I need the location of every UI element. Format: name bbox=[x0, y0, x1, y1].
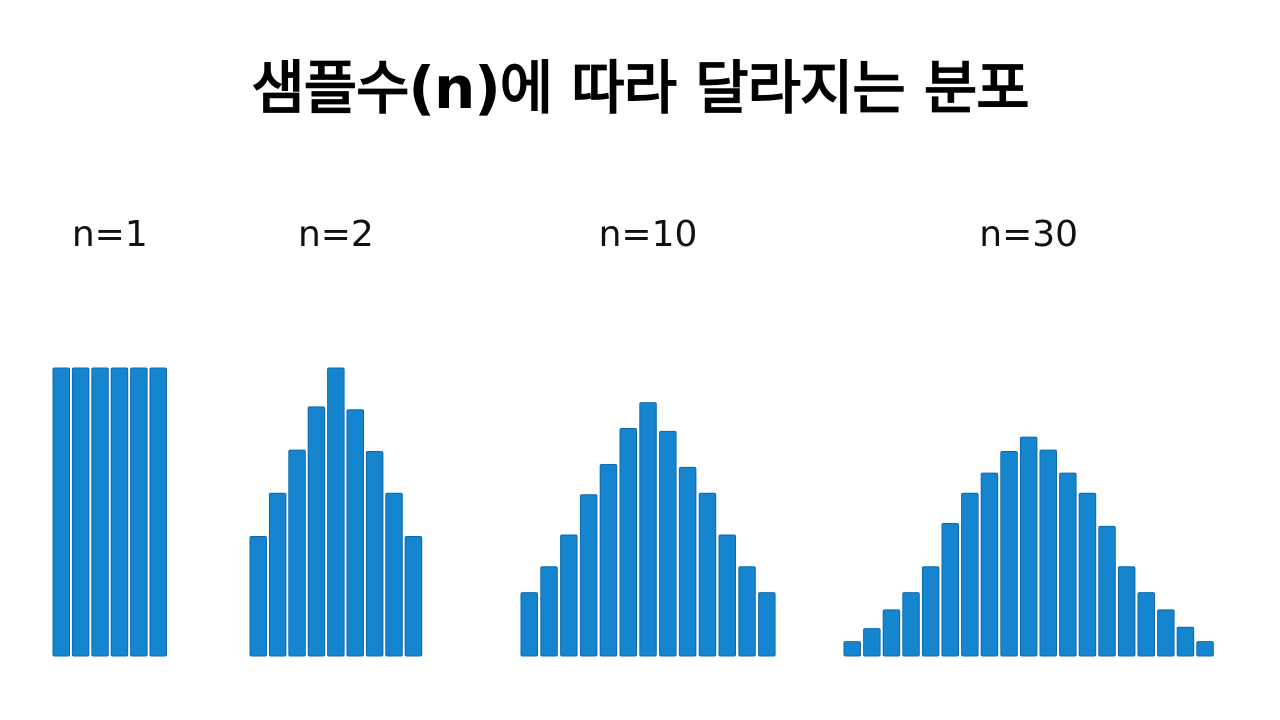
bar bbox=[110, 367, 129, 657]
bar bbox=[365, 451, 384, 657]
bar bbox=[404, 536, 423, 657]
bar bbox=[718, 534, 736, 657]
bar bbox=[1196, 641, 1214, 657]
bar bbox=[941, 523, 959, 657]
bar bbox=[619, 428, 637, 657]
bar bbox=[1098, 525, 1116, 657]
bar bbox=[698, 492, 717, 657]
chart-panel-4: n=30 bbox=[843, 214, 1214, 657]
bar bbox=[385, 492, 403, 657]
bar bbox=[843, 641, 861, 657]
bar bbox=[863, 628, 881, 657]
bar bbox=[882, 609, 901, 657]
bar bbox=[327, 367, 345, 657]
bar bbox=[1000, 451, 1018, 657]
bar bbox=[758, 592, 776, 657]
page-title: 샘플수(n)에 따라 달라지는 분포 bbox=[251, 54, 1029, 122]
panel-label: n=10 bbox=[599, 214, 698, 255]
chart-panel-3: n=10 bbox=[520, 214, 776, 657]
bar bbox=[1157, 609, 1175, 657]
bar bbox=[921, 566, 940, 657]
chart-panel-2: n=2 bbox=[249, 214, 423, 657]
bar bbox=[980, 472, 999, 657]
bar bbox=[130, 367, 148, 657]
bar bbox=[1137, 592, 1155, 657]
bar bbox=[52, 367, 70, 657]
panel-label: n=30 bbox=[979, 214, 1078, 255]
panel-label: n=2 bbox=[298, 214, 374, 255]
bar bbox=[307, 406, 326, 657]
bar bbox=[91, 367, 109, 657]
bar bbox=[599, 464, 618, 657]
bar bbox=[902, 592, 920, 657]
bar bbox=[249, 536, 267, 657]
bar bbox=[288, 449, 306, 657]
bar bbox=[268, 492, 287, 657]
bar bbox=[961, 492, 979, 657]
chart-panel-1: n=1 bbox=[52, 214, 167, 657]
bar bbox=[1078, 492, 1097, 657]
bar bbox=[149, 367, 167, 657]
bar bbox=[1117, 566, 1136, 657]
bar bbox=[579, 494, 598, 657]
bar bbox=[71, 367, 90, 657]
bar bbox=[678, 466, 697, 657]
panel-label: n=1 bbox=[72, 214, 148, 255]
bar bbox=[540, 566, 558, 657]
bar bbox=[560, 534, 578, 657]
bar bbox=[639, 402, 657, 657]
bar bbox=[1176, 626, 1195, 657]
bar bbox=[659, 430, 677, 657]
bar bbox=[1059, 472, 1077, 657]
bar bbox=[1039, 449, 1057, 657]
bar bbox=[520, 592, 538, 657]
bar bbox=[1019, 436, 1038, 657]
bar bbox=[738, 566, 756, 657]
bar bbox=[346, 409, 364, 657]
